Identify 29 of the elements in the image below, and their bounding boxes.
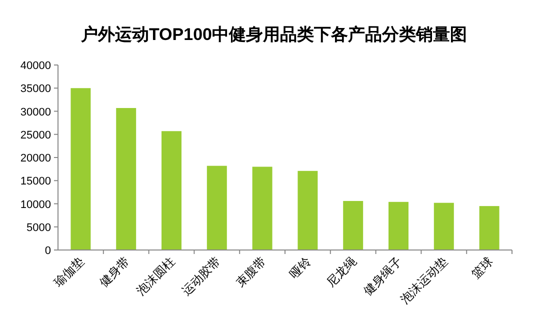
x-tick-label: 哑铃 bbox=[286, 254, 314, 282]
bar bbox=[434, 202, 454, 250]
x-tick-label: 篮球 bbox=[468, 254, 496, 282]
y-tick-label: 0 bbox=[44, 245, 51, 257]
x-tick-label: 健身带 bbox=[96, 254, 132, 290]
x-tick-label: 尼龙绳 bbox=[324, 254, 360, 290]
bar bbox=[298, 170, 318, 250]
bar bbox=[70, 88, 91, 250]
y-tick-label: 40000 bbox=[20, 60, 51, 72]
y-tick-label: 5000 bbox=[26, 222, 51, 234]
bar bbox=[162, 131, 182, 250]
x-tick-label: 泡沫运动垫 bbox=[398, 254, 450, 307]
y-tick-label: 10000 bbox=[20, 198, 51, 211]
y-tick-label: 30000 bbox=[20, 106, 51, 118]
x-tick-label: 束腹带 bbox=[233, 254, 268, 290]
x-tick-label: 瑜伽垫 bbox=[51, 254, 87, 290]
bar bbox=[479, 206, 500, 250]
bar bbox=[252, 166, 272, 250]
bar bbox=[343, 200, 364, 250]
x-tick-label: 泡沫圆柱 bbox=[134, 254, 178, 298]
bar bbox=[206, 166, 227, 250]
y-tick-label: 35000 bbox=[20, 83, 51, 96]
y-tick-label: 25000 bbox=[20, 129, 51, 142]
y-tick-label: 15000 bbox=[20, 176, 51, 188]
bar bbox=[388, 202, 408, 250]
y-tick-label: 20000 bbox=[20, 152, 51, 164]
x-tick-label: 运动胶带 bbox=[179, 254, 224, 298]
chart-title: 户外运动TOP100中健身用品类下各产品分类销量图 bbox=[80, 25, 468, 44]
bar bbox=[116, 108, 136, 250]
